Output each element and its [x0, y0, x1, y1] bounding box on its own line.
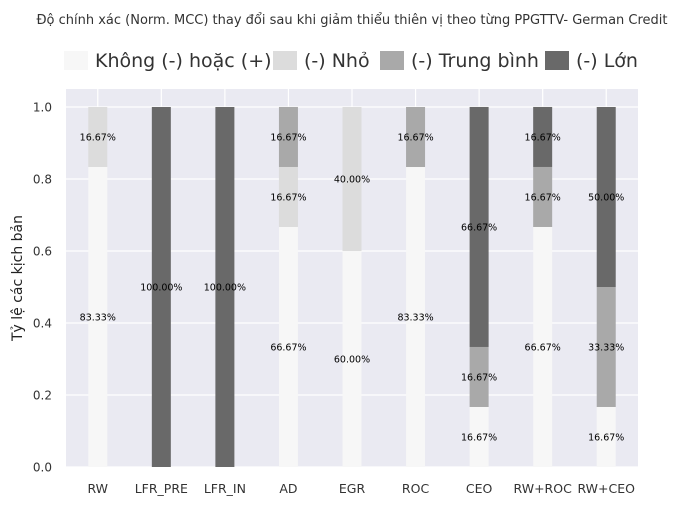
- legend-swatch: [273, 51, 297, 70]
- x-tick-label: LFR_IN: [204, 481, 246, 496]
- bar-segment: [596, 406, 616, 467]
- bar-segment: [533, 106, 553, 167]
- bar-data-label: 16.67%: [397, 133, 433, 144]
- bar-segment: [88, 167, 108, 467]
- bar-data-label: 66.67%: [270, 342, 306, 353]
- y-tick-label: 0.8: [33, 173, 52, 187]
- y-tick-label: 1.0: [33, 101, 52, 115]
- legend-entry: (-) Lớn: [576, 50, 638, 72]
- bar-segment: [151, 107, 171, 467]
- y-tick-label: 0.4: [33, 317, 52, 331]
- bar-segment: [342, 107, 362, 251]
- legend: Không (-) hoặc (+) (-) Nhỏ (-) Trung bình (…: [64, 50, 638, 72]
- bar-segment: [469, 106, 489, 347]
- bar-data-label: 16.67%: [588, 432, 624, 443]
- bar-data-label: 16.67%: [525, 132, 561, 143]
- bar-segment: [406, 107, 426, 168]
- bar-segment: [88, 107, 108, 168]
- x-axis-ticks: RW LFR_PRE LFR_IN AD EGR ROC CEO RW+ROC RW+CEO: [88, 481, 636, 496]
- chart-title: Độ chính xác (Norm. MCC) thay đổi sau kh…: [36, 13, 667, 28]
- bar-segment: [596, 107, 616, 287]
- bar-data-label: 83.33%: [80, 313, 116, 324]
- bar-data-label: 50.00%: [588, 193, 624, 204]
- bar-segment: [469, 346, 489, 407]
- bar-data-label: 66.67%: [525, 342, 561, 353]
- bar-segment: [469, 406, 489, 467]
- bar-data-label: 100.00%: [140, 283, 182, 294]
- x-tick-label: LFR_PRE: [135, 481, 188, 496]
- bar-segment: [533, 226, 553, 467]
- bar-segment: [406, 167, 426, 467]
- bar-data-label: 16.67%: [270, 192, 306, 203]
- bar-labels: 83.33% 16.67% 100.00% 100.00% 66.67% 16.67% 16…: [80, 132, 625, 443]
- bar-data-label: 16.67%: [270, 132, 306, 143]
- x-tick-label: RW+ROC: [514, 481, 573, 496]
- bar-data-label: 16.67%: [525, 192, 561, 203]
- bar-data-label: 33.33%: [588, 342, 624, 353]
- bar-data-label: 60.00%: [334, 355, 370, 366]
- legend-swatch: [545, 51, 569, 70]
- bar-segment: [278, 226, 298, 467]
- bar-data-label: 100.00%: [204, 283, 246, 294]
- bar-data-label: 16.67%: [461, 372, 497, 383]
- bar-data-label: 40.00%: [334, 175, 370, 186]
- x-tick-label: AD: [279, 481, 297, 496]
- bar-data-label: 66.67%: [461, 222, 497, 233]
- y-axis-label: Tỷ lệ các kịch bản: [10, 215, 26, 342]
- bar-segment: [278, 106, 298, 167]
- bar-data-label: 83.33%: [397, 313, 433, 324]
- bar-segment: [533, 166, 553, 227]
- x-tick-label: ROC: [402, 481, 430, 496]
- bar-data-label: 16.67%: [461, 432, 497, 443]
- x-tick-label: CEO: [466, 481, 493, 496]
- legend-swatch: [380, 51, 404, 70]
- x-tick-label: RW+CEO: [577, 481, 635, 496]
- x-tick-label: EGR: [339, 481, 366, 496]
- legend-entry: (-) Trung bình: [411, 50, 539, 72]
- y-tick-label: 0.0: [33, 461, 52, 475]
- y-tick-label: 0.6: [33, 245, 52, 259]
- y-tick-label: 0.2: [33, 389, 52, 403]
- legend-entry: (-) Nhỏ: [304, 50, 370, 72]
- bar-segment: [215, 107, 235, 467]
- bar-segment: [596, 287, 616, 407]
- legend-swatch: [64, 51, 88, 70]
- legend-entry: Không (-) hoặc (+): [95, 50, 272, 72]
- bar-segment: [278, 166, 298, 227]
- bar-segment: [342, 251, 362, 467]
- y-axis-ticks: 0.0 0.2 0.4 0.6 0.8 1.0: [33, 101, 52, 475]
- bars: [88, 106, 616, 467]
- bar-data-label: 16.67%: [80, 133, 116, 144]
- x-tick-label: RW: [88, 481, 109, 496]
